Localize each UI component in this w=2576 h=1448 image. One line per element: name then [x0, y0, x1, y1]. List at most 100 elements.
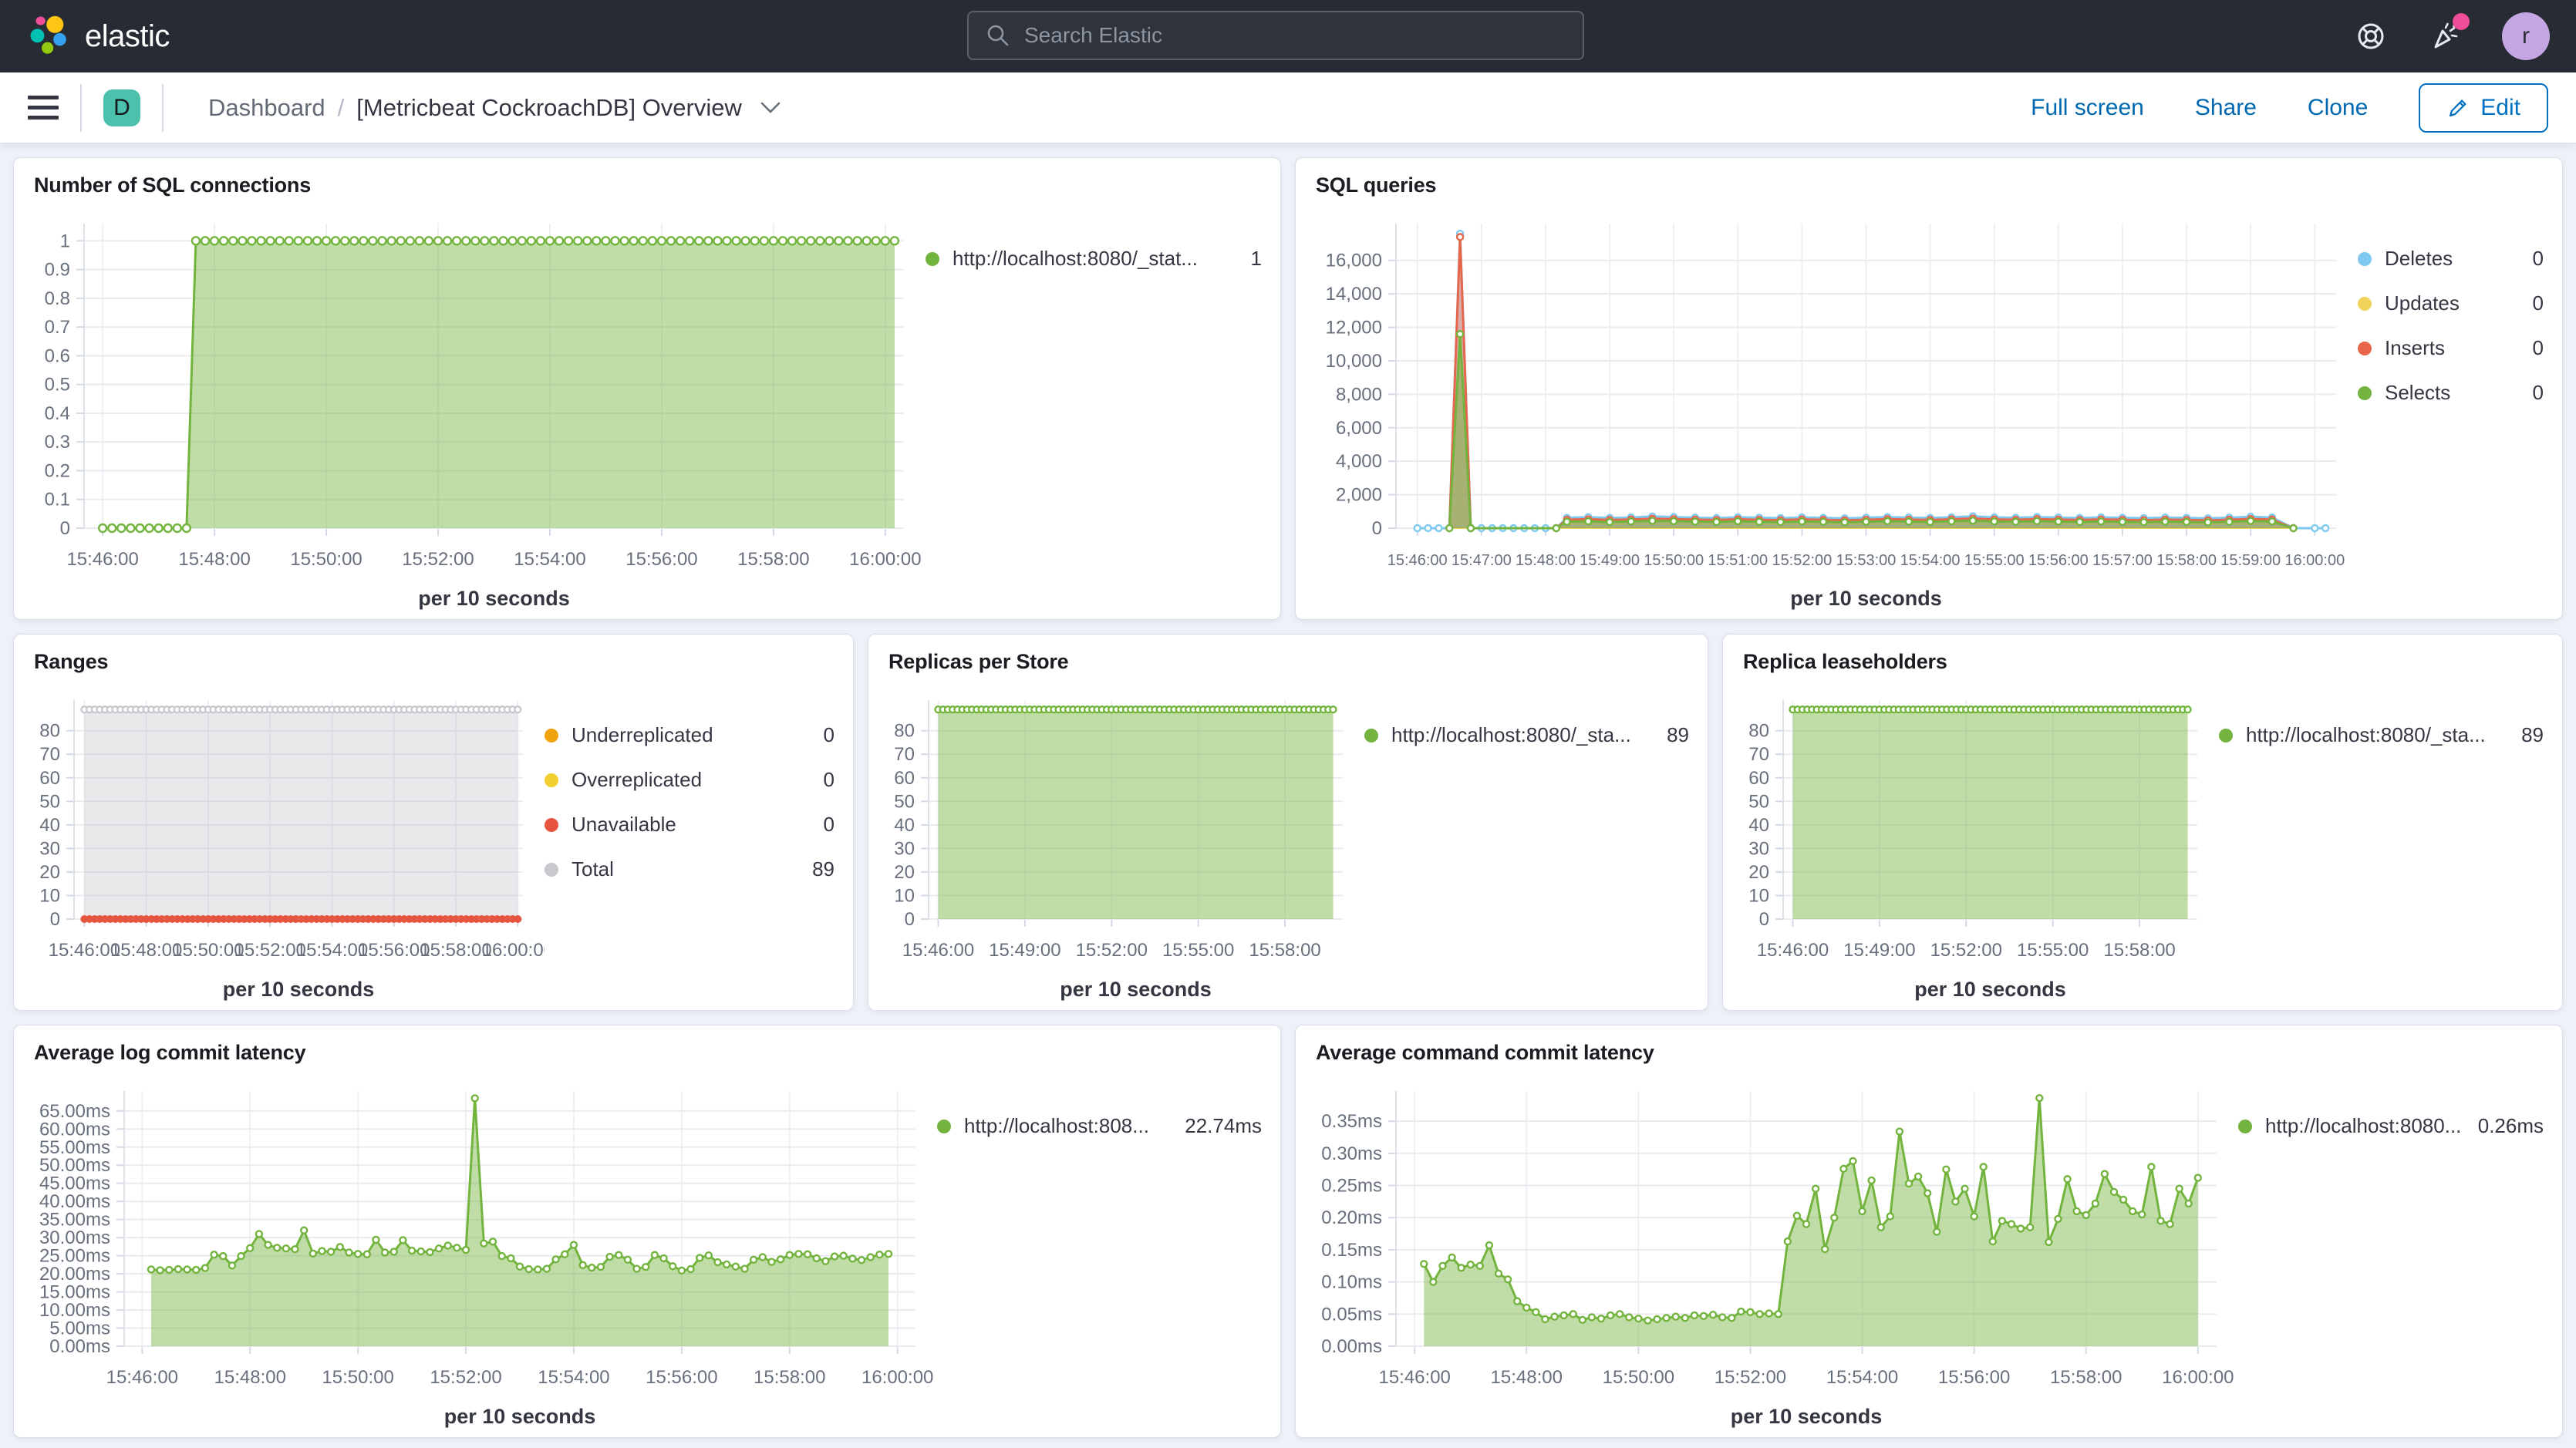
svg-text:20: 20: [1748, 862, 1769, 883]
legend-series-value: 0: [2532, 336, 2544, 359]
svg-text:15:49:00: 15:49:00: [1580, 552, 1640, 569]
svg-text:30: 30: [894, 838, 915, 859]
panel-average-command-commit-latency: Average command commit latency 15:46:00 1…: [1295, 1025, 2563, 1438]
legend-series-dot: [545, 817, 558, 832]
svg-text:50: 50: [1748, 791, 1769, 812]
legend-item[interactable]: Inserts 0: [2358, 336, 2544, 360]
svg-text:10,000: 10,000: [1326, 351, 1382, 372]
legend-item[interactable]: http://localhost:808... 22.74ms: [937, 1114, 1262, 1138]
help-button[interactable]: [2354, 19, 2388, 53]
svg-text:0.8: 0.8: [45, 288, 70, 309]
legend: http://localhost:8080/_stat... 1: [926, 200, 1273, 615]
svg-text:60: 60: [894, 768, 915, 789]
svg-text:15:48:00: 15:48:00: [178, 549, 250, 570]
svg-text:80: 80: [894, 721, 915, 742]
svg-text:15.00ms: 15.00ms: [39, 1282, 110, 1303]
legend-item[interactable]: http://localhost:8080/_sta... 89: [1364, 723, 1689, 747]
svg-text:15:56:00: 15:56:00: [625, 549, 697, 570]
svg-text:15:46:00: 15:46:00: [902, 940, 974, 961]
breadcrumb-bar: D Dashboard / [Metricbeat CockroachDB] O…: [0, 72, 2576, 143]
breadcrumb-separator: /: [337, 93, 345, 121]
svg-text:50: 50: [894, 791, 915, 812]
svg-text:0: 0: [60, 518, 70, 539]
legend-series-dot: [2358, 341, 2372, 355]
svg-text:15:52:00: 15:52:00: [234, 940, 305, 961]
svg-text:15:58:00: 15:58:00: [754, 1367, 825, 1388]
svg-text:15:52:00: 15:52:00: [1930, 940, 2002, 961]
svg-text:15:51:00: 15:51:00: [1708, 552, 1768, 569]
legend-series-label: http://localhost:8080/_stat...: [953, 247, 1198, 270]
svg-text:20: 20: [894, 862, 915, 883]
chart-replica-leaseholders[interactable]: 15:46:00 15:49:00 15:52:00 15:55:00 15:58:00…: [1729, 677, 2219, 1005]
global-search[interactable]: [967, 11, 1584, 60]
svg-text:10.00ms: 10.00ms: [39, 1300, 110, 1321]
chart-replicas-per-store[interactable]: 15:46:00 15:49:00 15:52:00 15:55:00 15:58:00…: [875, 677, 1364, 1005]
legend-series-value: 0: [2532, 291, 2544, 315]
svg-text:15:58:00: 15:58:00: [2050, 1367, 2122, 1388]
svg-text:15:55:00: 15:55:00: [2017, 940, 2089, 961]
legend-item[interactable]: http://localhost:8080/_stat... 1: [926, 247, 1262, 271]
legend-series-label: Updates: [2385, 291, 2460, 315]
chart-average-log-commit-latency[interactable]: 15:46:00 15:48:00 15:50:00 15:52:00 15:54:00…: [20, 1068, 937, 1433]
svg-text:15:50:00: 15:50:00: [322, 1367, 393, 1388]
edit-button[interactable]: Edit: [2419, 83, 2548, 133]
legend-item[interactable]: Updates 0: [2358, 291, 2544, 315]
dashboard-title-menu[interactable]: [760, 102, 781, 114]
panel-title: Average command commit latency: [1316, 1041, 1654, 1064]
menu-button[interactable]: [28, 96, 59, 120]
legend-series-label: Unavailable: [572, 813, 676, 836]
breadcrumb-dashboard-link[interactable]: Dashboard: [208, 93, 325, 121]
legend-series-label: http://localhost:8080/_sta...: [2246, 723, 2486, 746]
svg-text:15:49:00: 15:49:00: [1843, 940, 1915, 961]
legend-series-label: http://localhost:808...: [964, 1114, 1149, 1137]
svg-text:15:55:00: 15:55:00: [1162, 940, 1234, 961]
svg-text:0.7: 0.7: [45, 317, 70, 338]
svg-text:4,000: 4,000: [1336, 451, 1382, 472]
svg-text:0: 0: [905, 909, 915, 930]
svg-text:15:54:00: 15:54:00: [296, 940, 368, 961]
user-avatar[interactable]: r: [2502, 12, 2550, 60]
svg-text:15:47:00: 15:47:00: [1452, 552, 1512, 569]
svg-text:80: 80: [1748, 721, 1769, 742]
clone-button[interactable]: Clone: [2307, 94, 2369, 120]
panel-replicas-per-store: Replicas per Store 15:46:00 15:49:00 15:52…: [868, 634, 1708, 1011]
legend-item[interactable]: Unavailable 0: [545, 813, 835, 837]
full-screen-button[interactable]: Full screen: [2031, 94, 2144, 120]
legend-item[interactable]: Total 89: [545, 857, 835, 881]
share-button[interactable]: Share: [2194, 94, 2257, 120]
legend-series-label: Inserts: [2385, 336, 2446, 359]
svg-text:0.5: 0.5: [45, 375, 70, 396]
svg-text:0: 0: [50, 909, 60, 930]
legend-item[interactable]: Overreplicated 0: [545, 768, 835, 792]
chart-number-of-sql-connections[interactable]: 15:46:00 15:48:00 15:50:00 15:52:00 15:54:00…: [20, 200, 926, 615]
chart-average-command-commit-latency[interactable]: 15:46:00 15:48:00 15:50:00 15:52:00 15:54:00…: [1302, 1068, 2238, 1433]
search-input[interactable]: [1024, 23, 1566, 48]
chart-ranges[interactable]: 15:46:00 15:48:00 15:50:00 15:52:00 15:54:00…: [20, 677, 545, 1005]
legend-item[interactable]: http://localhost:8080... 0.26ms: [2238, 1114, 2544, 1138]
svg-text:20.00ms: 20.00ms: [39, 1264, 110, 1285]
svg-text:15:48:00: 15:48:00: [110, 940, 182, 961]
svg-text:40: 40: [894, 815, 915, 836]
legend: http://localhost:8080/_sta... 89: [1364, 677, 1700, 1005]
legend-item[interactable]: Deletes 0: [2358, 247, 2544, 271]
legend-series-dot: [2358, 251, 2372, 266]
chart-sql-queries[interactable]: 15:46:00 15:47:00 15:48:00 15:49:00 15:50:00…: [1302, 200, 2358, 615]
panel-title: Number of SQL connections: [34, 173, 312, 197]
divider: [162, 83, 164, 132]
elastic-logo[interactable]: elastic: [26, 14, 170, 59]
legend-series-dot: [2219, 728, 2233, 743]
svg-text:15:52:00: 15:52:00: [1715, 1367, 1786, 1388]
legend-item[interactable]: http://localhost:8080/_sta... 89: [2219, 723, 2544, 747]
svg-text:15:46:00: 15:46:00: [1757, 940, 1829, 961]
svg-text:16:00:00: 16:00:00: [482, 940, 545, 961]
chevron-down-icon: [760, 102, 781, 113]
legend-item[interactable]: Underreplicated 0: [545, 723, 835, 747]
legend-series-dot: [937, 1119, 951, 1133]
whats-new-button[interactable]: [2428, 13, 2470, 53]
legend-item[interactable]: Selects 0: [2358, 381, 2544, 405]
legend-series-value: 0: [823, 813, 835, 836]
pencil-icon: [2450, 99, 2466, 116]
svg-text:0.00ms: 0.00ms: [49, 1336, 110, 1357]
svg-text:55.00ms: 55.00ms: [39, 1137, 110, 1158]
panel-sql-queries: SQL queries 15:46:00 15:47:00 15:48:00 15:4…: [1295, 157, 2563, 620]
